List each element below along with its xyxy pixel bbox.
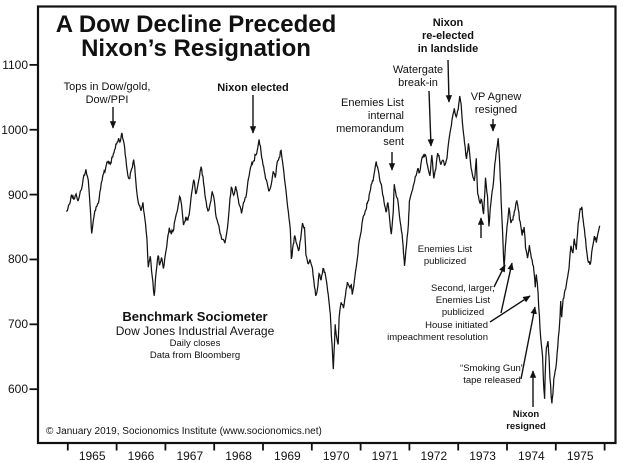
annotation-second-enemies-list: Second, larger, Enemies List publicized bbox=[431, 283, 495, 319]
annotation-line: VP Agnew bbox=[470, 91, 522, 103]
annotation-vp-agnew-resigned: VP Agnew resigned bbox=[471, 91, 522, 117]
axis-ticks bbox=[29, 63, 606, 451]
x-year-label: 1969 bbox=[274, 449, 301, 463]
info-block: Benchmark Sociometer Dow Jones Industria… bbox=[116, 309, 275, 361]
annotation-line: resigned bbox=[506, 421, 546, 432]
annotation-line: in landslide bbox=[417, 43, 479, 55]
annotation-line: “Smoking Gun” bbox=[460, 363, 524, 374]
annotation-line: impeachment resolution bbox=[387, 332, 488, 343]
annotation-arrow-nixon-reelected bbox=[445, 59, 453, 103]
annotation-line: Nixon bbox=[432, 17, 464, 29]
annotation-line: publicized bbox=[423, 256, 467, 267]
y-tick-label: 900 bbox=[7, 187, 28, 202]
x-year-label: 1966 bbox=[127, 449, 155, 463]
chart-title-line2: Nixon’s Resignation bbox=[81, 35, 311, 62]
y-tick-label: 700 bbox=[7, 317, 28, 332]
info-data-source: Data from Bloomberg bbox=[149, 349, 241, 361]
annotation-nixon-elected: Nixon elected bbox=[217, 82, 289, 95]
chart-title: A Dow Decline Preceded Nixon’s Resignati… bbox=[56, 13, 337, 61]
annotation-line: Tops in Dow/gold, bbox=[63, 81, 151, 93]
annotation-line: resigned bbox=[474, 104, 518, 116]
x-year-label: 1973 bbox=[469, 449, 496, 463]
annotation-line: memorandum bbox=[336, 123, 404, 135]
annotation-line: Watergate bbox=[392, 64, 444, 76]
y-tick-label: 1000 bbox=[1, 122, 28, 137]
annotation-line: Dow/PPI bbox=[85, 94, 129, 106]
annotation-line: tape released bbox=[463, 375, 521, 386]
annotation-smoking-gun-tape: “Smoking Gun” tape released bbox=[460, 363, 524, 387]
annotation-line: Second, larger, bbox=[431, 283, 495, 294]
y-tick-label: 800 bbox=[7, 252, 28, 267]
annotation-line: House initiated bbox=[425, 320, 488, 331]
annotation-line: publicized bbox=[441, 307, 485, 318]
annotation-nixon-resigned: Nixon resigned bbox=[506, 409, 546, 433]
annotation-watergate-break-in: Watergate break-in bbox=[393, 64, 443, 90]
plot-border bbox=[36, 5, 617, 445]
annotation-arrow-second-enemies-list bbox=[500, 262, 514, 314]
annotation-arrow-second-enemies-list bbox=[493, 264, 506, 288]
annotation-arrow-house-impeachment bbox=[489, 295, 531, 323]
annotation-enemies-list-memo: Enemies List internal memorandum sent bbox=[336, 97, 404, 149]
annotation-nixon-reelected: Nixon re-elected in landslide bbox=[418, 17, 479, 56]
x-year-label: 1967 bbox=[176, 449, 204, 463]
copyright-note: © January 2019, Socionomics Institute (w… bbox=[46, 426, 322, 437]
x-year-label: 1965 bbox=[78, 449, 106, 463]
y-tick-label: 1100 bbox=[2, 57, 28, 72]
annotation-line: Enemies List bbox=[435, 295, 491, 306]
info-daily-closes: Daily closes bbox=[169, 338, 221, 349]
annotation-arrow-smoking-gun-tape bbox=[520, 306, 537, 380]
annotation-enemies-list-publicized: Enemies List publicized bbox=[418, 244, 472, 268]
annotation-line: Enemies List bbox=[341, 97, 404, 109]
annotation-line: break-in bbox=[398, 77, 438, 89]
annotation-arrow-watergate-break-in bbox=[427, 90, 434, 147]
info-series-name: Dow Jones Industrial Average bbox=[115, 324, 275, 338]
annotation-house-impeachment: House initiated impeachment resolution bbox=[387, 320, 488, 344]
x-year-label: 1974 bbox=[518, 449, 545, 463]
x-year-label: 1968 bbox=[225, 449, 252, 463]
y-tick-label: 600 bbox=[7, 382, 28, 397]
annotation-line: Nixon elected bbox=[217, 82, 289, 94]
x-year-label: 1972 bbox=[420, 449, 448, 463]
info-benchmark-sociometer: Benchmark Sociometer bbox=[122, 309, 268, 324]
annotation-line: internal bbox=[367, 110, 404, 122]
annotation-line: Nixon bbox=[512, 409, 540, 420]
annotation-line: sent bbox=[383, 136, 404, 148]
annotation-line: re-elected bbox=[422, 30, 474, 42]
annotation-line: Enemies List bbox=[417, 244, 473, 255]
chart-title-line1: A Dow Decline Preceded bbox=[55, 11, 337, 38]
annotation-tops-in-dow-gold: Tops in Dow/gold, Dow/PPI bbox=[64, 81, 151, 107]
x-year-label: 1970 bbox=[322, 449, 350, 463]
dow-line-path bbox=[65, 95, 601, 404]
x-year-label: 1975 bbox=[566, 449, 594, 463]
x-year-label: 1971 bbox=[371, 449, 399, 463]
annotation-arrows bbox=[109, 59, 537, 407]
